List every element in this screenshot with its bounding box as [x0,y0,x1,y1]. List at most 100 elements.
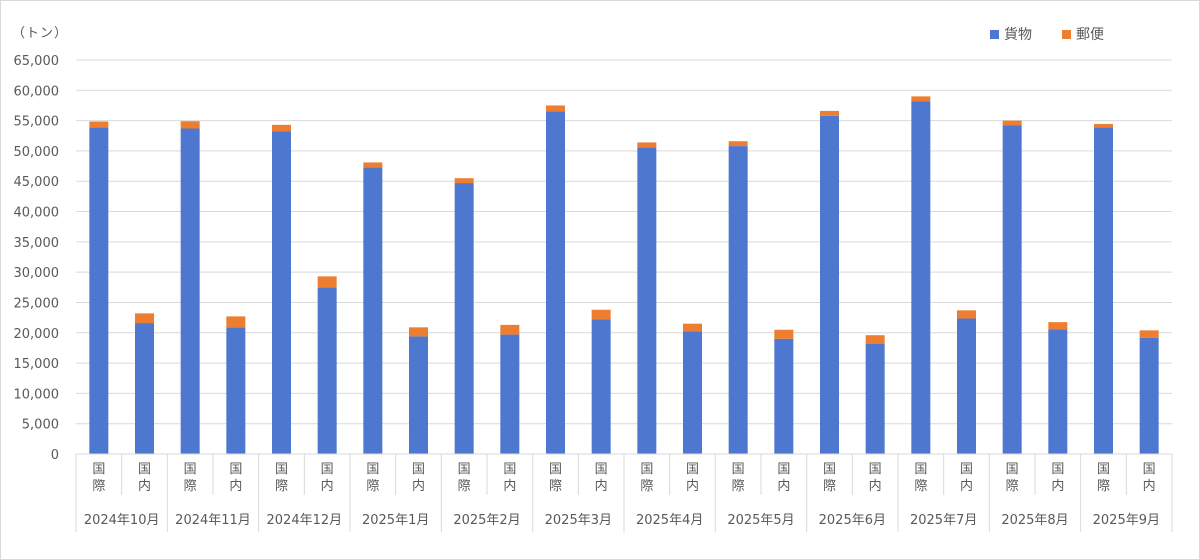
bar-segment-cargo [728,146,748,454]
y-tick-label: 65,000 [14,54,60,69]
y-tick-label: 25,000 [14,296,60,311]
bar-segment-cargo [226,327,246,454]
category-label: 国 [595,462,608,477]
category-label: 内 [777,478,790,494]
category-label: 国 [366,462,379,477]
bar-segment-cargo [820,115,839,455]
category-label: 内 [138,478,151,494]
bar-segment-cargo [135,323,154,454]
legend-swatch-cargo [990,29,999,39]
category-label: 内 [229,478,242,494]
bar-segment-cargo [637,147,657,455]
legend-item-cargo: 貨物 [990,24,1032,44]
category-label: 国 [321,462,334,477]
bar-segment-cargo [865,343,885,454]
bar-segment-cargo [1139,337,1159,454]
category-label: 国 [458,462,471,477]
bar-segment-cargo [683,331,702,454]
category-label: 際 [92,479,105,494]
y-tick-label: 15,000 [14,357,60,372]
group-label: 2024年10月 [84,513,160,528]
category-label: 国 [1006,462,1019,477]
category-label: 国 [138,462,151,477]
y-tick-label: 55,000 [14,115,60,130]
y-tick-label: 45,000 [14,175,60,190]
y-tick-label: 30,000 [14,266,60,281]
category-label: 国 [229,462,242,477]
bar-segment-mail [135,313,154,324]
y-axis-ticks: 0 5,000 10,000 15,000 20,000 25,000 30,000 35,0… [14,54,60,463]
group-label: 2024年12月 [267,513,343,528]
category-label: 国 [503,462,516,477]
bar-segment-cargo [272,131,291,454]
group-label: 2025年7月 [910,513,977,528]
category-label: 国 [823,462,836,477]
bar-segment-cargo [363,167,383,454]
bar-segment-mail [728,141,748,147]
group-label: 2025年6月 [819,513,886,528]
category-label: 国 [732,462,745,477]
category-label: 際 [1097,479,1110,494]
category-label: 際 [1006,479,1019,494]
legend-swatch-mail [1062,29,1071,39]
group-label: 2025年9月 [1093,513,1160,528]
bar-segment-cargo [774,338,794,454]
category-label: 内 [595,478,608,494]
bar-segment-mail [957,310,976,319]
bar-segment-mail [317,276,337,288]
category-label: 国 [549,462,562,477]
y-tick-label: 50,000 [14,145,60,160]
category-label: 内 [321,478,334,494]
category-label: 国 [412,462,425,477]
x-axis: 国際国内国際国内国際国内国際国内国際国内国際国内国際国内国際国内国際国内国際国内… [75,453,1173,532]
bar-segment-mail [1048,322,1068,330]
category-label: 国 [1051,462,1064,477]
bar-segment-mail [363,162,383,168]
bar-segment-cargo [1002,125,1022,455]
category-label: 国 [869,462,882,477]
bar-segment-mail [454,178,474,184]
y-tick-label: 5,000 [22,418,59,433]
group-label: 2025年4月 [636,513,703,528]
group-label: 2025年3月 [545,513,612,528]
legend: 貨物 郵便 [990,24,1104,44]
bar-segment-mail [865,335,885,344]
bar-segment-cargo [317,287,337,454]
bar-segment-mail [272,124,291,132]
bar-segment-mail [1094,123,1113,128]
category-label: 際 [640,479,653,494]
category-label: 際 [184,479,197,494]
bar-segment-mail [591,309,611,320]
category-label: 国 [640,462,653,477]
y-tick-label: 10,000 [14,387,60,402]
group-label: 2025年8月 [1001,513,1068,528]
y-tick-label: 20,000 [14,327,60,342]
category-label: 国 [92,462,105,477]
category-label: 内 [1143,478,1156,494]
category-label: 際 [823,479,836,494]
category-label: 国 [275,462,288,477]
category-label: 際 [366,479,379,494]
bar-segment-mail [546,105,565,112]
legend-label-cargo: 貨物 [1004,27,1032,43]
y-tick-label: 40,000 [14,206,60,221]
category-label: 内 [412,478,425,494]
bar-segment-cargo [546,111,565,454]
category-label: 際 [732,479,745,494]
bar-segment-cargo [911,101,931,454]
y-axis-unit-label: （トン） [12,26,69,41]
bar-segment-mail [774,329,794,339]
group-label: 2025年5月 [727,513,794,528]
bar-segment-mail [180,121,200,129]
bar-segment-mail [500,324,520,335]
legend-label-mail: 郵便 [1076,27,1104,43]
bar-segment-cargo [89,127,109,454]
y-tick-label: 60,000 [14,84,60,99]
bar-segment-cargo [454,183,474,454]
bar-segment-cargo [1048,329,1068,454]
category-label: 際 [914,479,927,494]
category-label: 内 [503,478,516,494]
bar-segment-cargo [1094,127,1113,454]
category-label: 国 [686,462,699,477]
